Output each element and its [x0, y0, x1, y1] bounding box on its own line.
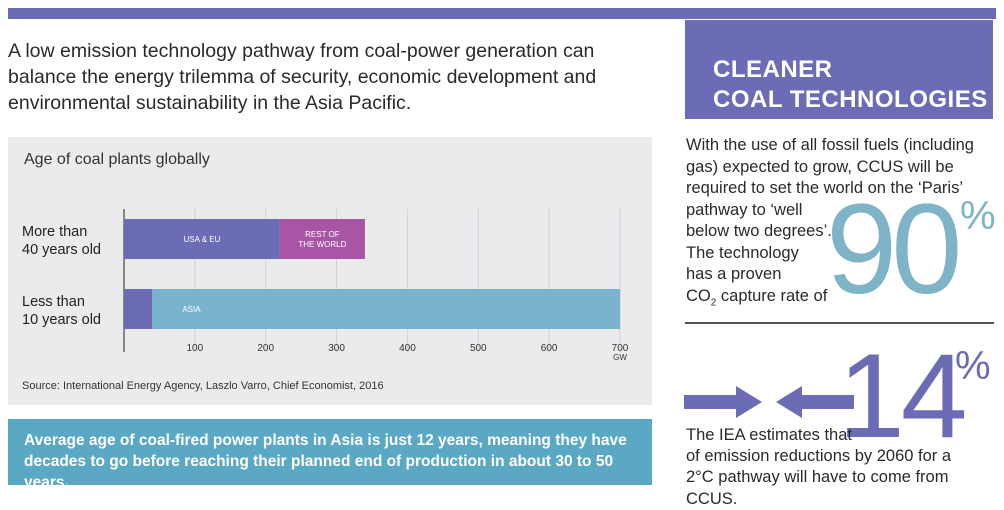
category-label-line1: More than	[22, 224, 87, 240]
bar-segment-label: THE WORLD	[298, 240, 346, 249]
x-tick-label: 400	[399, 343, 416, 354]
iea-text-line: The IEA estimates that	[686, 426, 852, 444]
iea-text-line: of emission reductions by 2060 for a	[686, 447, 952, 465]
category-label-line2: 10 years old	[22, 312, 101, 328]
category-label-line1: Less than	[22, 294, 85, 310]
x-tick-label: 200	[257, 343, 274, 354]
bar-segment-label: ASIA	[182, 305, 201, 314]
capture-rate-text: capture rate of	[716, 286, 828, 305]
ccus-text-line: pathway to ‘well	[686, 200, 803, 219]
ccus-text-line: The technology	[686, 243, 799, 262]
bar-segment	[124, 219, 280, 259]
stat-14-number: 14	[838, 329, 967, 463]
stat-14-percent: %	[955, 344, 991, 388]
side-divider	[685, 322, 994, 324]
ccus-text-line: below two degrees’.	[686, 222, 832, 240]
side-header-line-1: CLEANER	[713, 56, 833, 83]
converging-arrows-icon	[684, 386, 854, 418]
x-unit-label: GW	[613, 353, 627, 362]
intro-text: A low emission technology pathway from c…	[8, 40, 597, 114]
co2-text: CO	[686, 286, 711, 305]
side-header: CLEANER COAL TECHNOLOGIES	[685, 20, 993, 119]
ccus-text-line-last: CO2 capture rate of	[686, 286, 827, 314]
bar-segment	[279, 219, 365, 259]
x-tick-label: 600	[541, 343, 558, 354]
iea-text-line: 2°C pathway will have to come from CCUS.	[686, 468, 949, 508]
ccus-text-line: With the use of all fossil fuels (includ…	[686, 136, 974, 154]
ccus-text-line: gas) expected to grow, CCUS will be	[686, 157, 954, 176]
x-tick-label: 500	[470, 343, 487, 354]
x-tick-label: 700	[612, 343, 629, 354]
x-tick-label: 300	[328, 343, 345, 354]
bar-segment-label: USA & EU	[183, 235, 220, 244]
category-label-line2: 40 years old	[22, 242, 101, 258]
chart-title: Age of coal plants globally	[24, 151, 210, 168]
bar-segment-label: REST OF	[305, 230, 340, 239]
chart-panel: Age of coal plants globally 100 200 300 400…	[8, 137, 652, 405]
stat-90-number: 90	[826, 178, 962, 321]
chart-source: Source: International Energy Agency, Las…	[22, 380, 384, 392]
bar-segment	[152, 289, 621, 329]
co2-subscript: 2	[710, 296, 717, 308]
asia-age-note: Average age of coal-fired power plants i…	[8, 419, 652, 491]
ccus-text-line: required to set the world on the ‘Paris’	[686, 179, 963, 197]
side-header-line-2: COAL TECHNOLOGIES	[713, 86, 988, 113]
stat-90-percent: %	[960, 194, 996, 238]
ccus-text-line: has a proven	[686, 265, 782, 283]
x-tick-label: 100	[187, 343, 204, 354]
bar-segment	[124, 289, 153, 329]
top-accent-bar	[8, 8, 996, 19]
